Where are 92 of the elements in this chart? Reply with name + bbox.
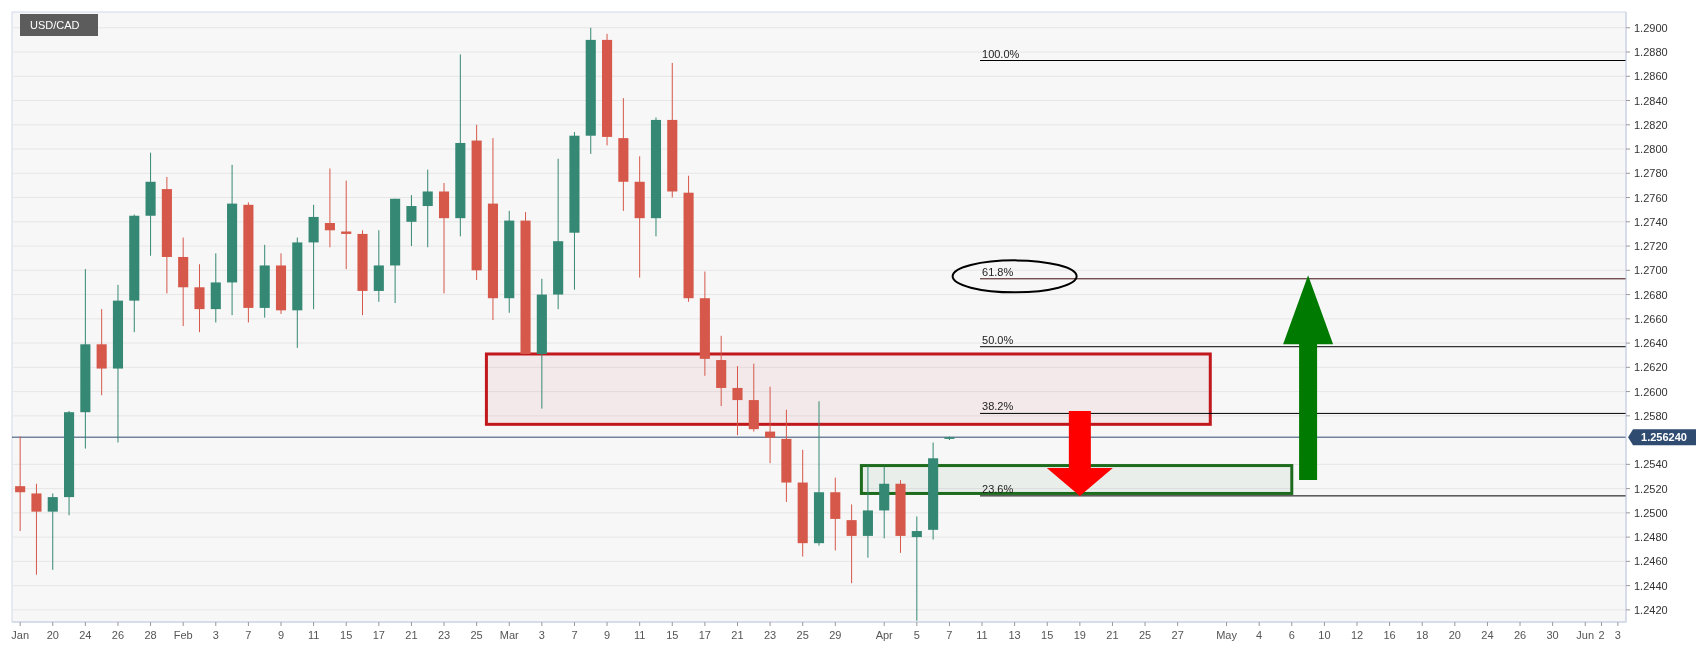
x-tick-label: 15 [1041, 629, 1054, 641]
y-tick-label: 1.2720 [1634, 240, 1668, 253]
x-tick-label: 18 [1416, 629, 1429, 641]
x-tick-label: 16 [1383, 629, 1396, 641]
annotation: 23.6% [982, 482, 1014, 495]
x-tick-label: Feb [173, 629, 193, 641]
x-tick-label: 21 [1106, 629, 1119, 641]
x-tick-label: 15 [666, 629, 679, 641]
x-tick-label: 10 [1318, 629, 1331, 641]
y-tick-label: 1.2780 [1634, 167, 1668, 180]
x-tick-label: 13 [1008, 629, 1021, 641]
y-tick-label: 1.2600 [1634, 385, 1668, 398]
candlestick [15, 435, 26, 532]
y-tick-label: 1.2900 [1634, 21, 1668, 34]
annotation: 38.2% [982, 400, 1014, 413]
y-tick-label: 1.2580 [1634, 409, 1668, 422]
x-tick-label: 7 [245, 629, 252, 641]
ref-line-label: 1.256240 [1641, 431, 1687, 444]
x-tick-label: 24 [1481, 629, 1494, 641]
y-tick-label: 1.2500 [1634, 506, 1668, 519]
candlestick [406, 194, 417, 247]
x-tick-label: 28 [144, 629, 157, 641]
x-tick-label: 11 [976, 629, 988, 641]
x-tick-label: 9 [277, 629, 285, 641]
x-tick-label: 3 [538, 629, 545, 641]
x-tick-label: May [1216, 629, 1238, 641]
x-tick-label: 25 [470, 629, 483, 641]
x-tick-label: 17 [698, 629, 711, 641]
x-tick-label: 3 [1614, 629, 1621, 641]
y-tick-label: 1.2760 [1634, 191, 1668, 204]
text: USD/CAD [30, 19, 80, 31]
x-tick-label: 11 [307, 629, 320, 641]
annotation: 50.0% [982, 333, 1014, 346]
x-tick-label: 30 [1546, 629, 1559, 641]
y-tick-label: 1.2480 [1634, 531, 1668, 544]
candlestick [31, 483, 42, 576]
y-tick-label: 1.2640 [1634, 337, 1668, 350]
x-tick-label: Mar [499, 629, 520, 641]
x-tick-label: 20 [1448, 629, 1461, 641]
x-tick-label: 25 [796, 629, 809, 641]
x-tick-label: 27 [1171, 629, 1184, 641]
x-tick-label: 26 [1513, 629, 1527, 641]
x-tick-label: 9 [604, 629, 611, 641]
x-tick-label: 17 [372, 629, 385, 641]
x-tick-label: 11 [633, 629, 646, 641]
annotation: 61.8% [982, 265, 1014, 278]
candlestick [732, 365, 743, 436]
y-tick-label: 1.2820 [1634, 118, 1668, 131]
candlestick [765, 386, 776, 464]
x-tick-label: 21 [731, 629, 744, 641]
y-tick-label: 1.2620 [1634, 361, 1668, 374]
x-tick-label: 20 [46, 629, 59, 641]
candlestick [324, 167, 335, 248]
x-tick-label: Jan [11, 629, 30, 641]
x-tick-label: 5 [913, 629, 920, 641]
y-tick-label: 1.2800 [1634, 143, 1668, 156]
candlestick [47, 492, 58, 571]
x-tick-label: Jun [1576, 629, 1595, 641]
x-tick-label: Apr [875, 629, 894, 641]
y-tick-label: 1.2860 [1634, 70, 1668, 83]
y-tick-label: 1.2440 [1634, 579, 1668, 592]
x-tick-label: 29 [829, 629, 842, 641]
y-tick-label: 1.2680 [1634, 288, 1668, 301]
x-tick-label: 15 [340, 629, 353, 641]
x-tick-label: 12 [1350, 629, 1364, 641]
y-tick-label: 1.2700 [1634, 264, 1668, 277]
x-tick-label: 23 [437, 629, 451, 641]
y-tick-label: 1.2460 [1634, 555, 1668, 568]
x-tick-label: 19 [1073, 629, 1086, 641]
candlestick [194, 263, 205, 333]
x-tick-label: 6 [1288, 629, 1295, 641]
y-tick-label: 1.2660 [1634, 312, 1668, 325]
x-tick-label: 2 [1598, 629, 1605, 641]
annotation: 100.0% [982, 47, 1020, 60]
y-tick-label: 1.2420 [1634, 603, 1668, 616]
x-tick-label: 7 [571, 629, 578, 641]
y-tick-label: 1.2540 [1634, 458, 1668, 471]
x-tick-label: 21 [405, 629, 418, 641]
x-tick-label: 7 [946, 629, 953, 641]
y-tick-label: 1.2880 [1634, 46, 1668, 59]
y-tick-label: 1.2740 [1634, 215, 1668, 228]
candlestick [422, 169, 433, 248]
x-tick-label: 26 [111, 629, 125, 641]
candlestick [911, 515, 922, 622]
x-tick-label: 24 [79, 629, 92, 641]
y-tick-label: 1.2520 [1634, 482, 1668, 495]
x-tick-label: 3 [212, 629, 219, 641]
x-tick-label: 4 [1256, 629, 1263, 641]
y-tick-label: 1.2840 [1634, 94, 1668, 107]
x-tick-label: 23 [763, 629, 777, 641]
x-tick-label: 25 [1138, 629, 1152, 641]
candlestick [846, 503, 857, 584]
